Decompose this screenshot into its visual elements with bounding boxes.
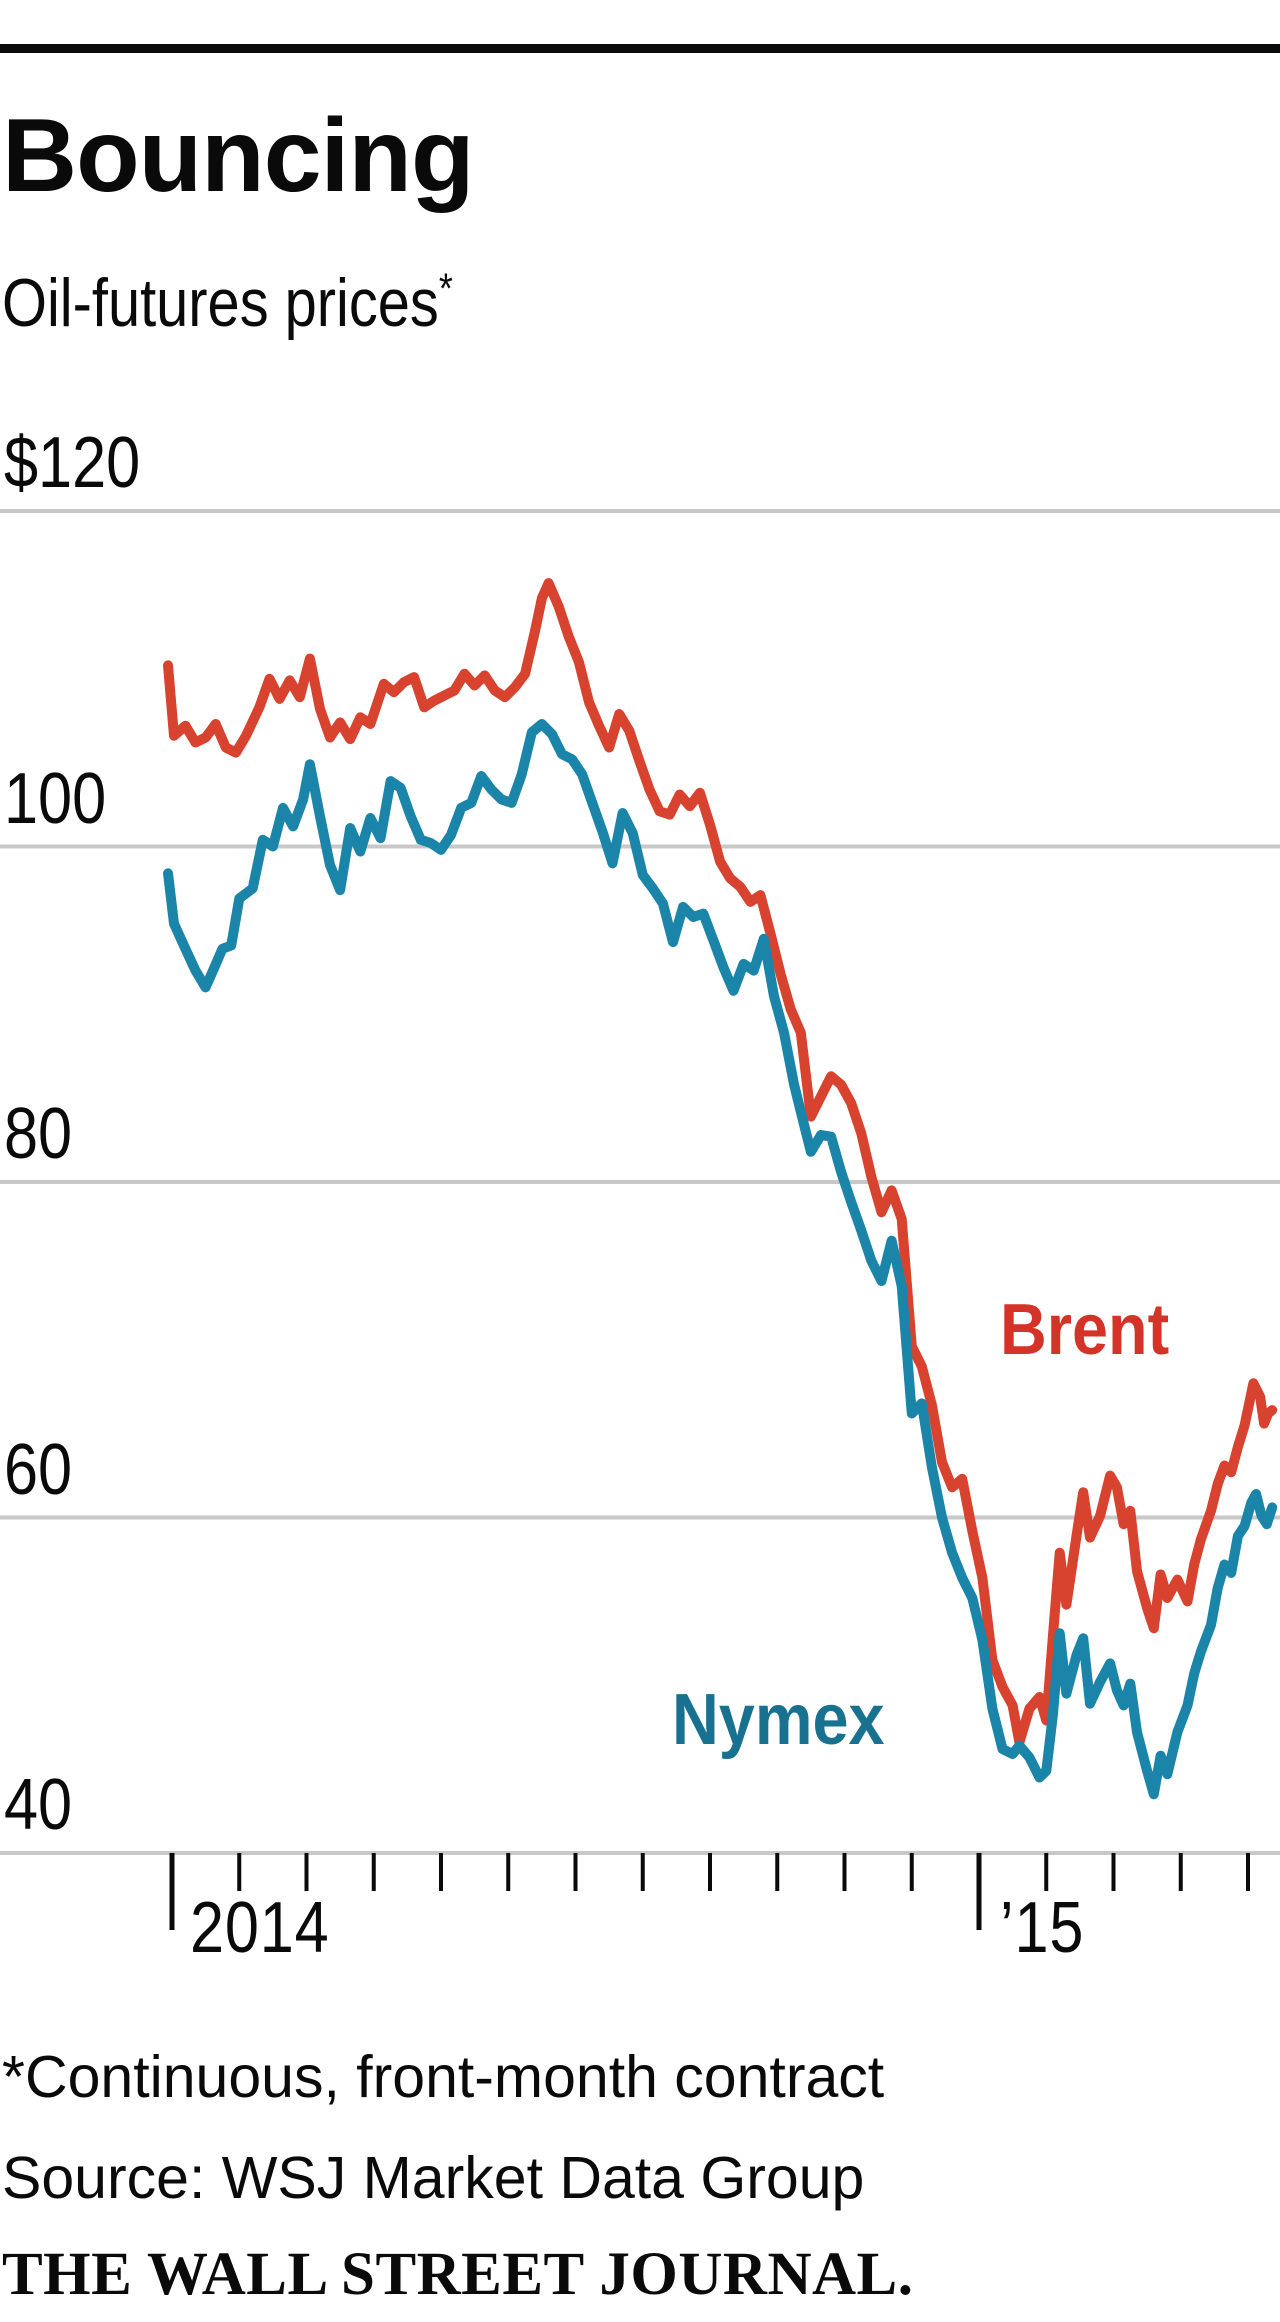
y-axis-label-60: 60	[4, 1429, 73, 1510]
wsj-credit: THE WALL STREET JOURNAL.	[2, 2241, 914, 2308]
footnote: *Continuous, front-month contract	[2, 2044, 885, 2110]
y-axis-label-40: 40	[4, 1765, 73, 1845]
top-rule	[0, 44, 1280, 53]
series-label-brent: Brent	[1000, 1290, 1170, 1370]
y-axis-label-120: $120	[4, 423, 141, 503]
y-axis-label-100: 100	[4, 758, 107, 839]
x-axis-label-15: ’15	[1000, 1888, 1085, 1968]
chart-subtitle: Oil-futures prices*	[2, 265, 453, 337]
series-label-nymex: Nymex	[672, 1680, 885, 1760]
source-line: Source: WSJ Market Data Group	[2, 2145, 865, 2211]
data-line-brent	[163, 578, 1278, 1748]
chart-title: Bouncing	[2, 98, 474, 214]
x-axis-label-2014: 2014	[190, 1888, 330, 1968]
footnote-marker: *	[438, 265, 453, 312]
data-line-nymex	[163, 719, 1278, 1800]
y-axis-label-80: 80	[4, 1094, 73, 1174]
chart-subtitle-text: Oil-futures prices	[2, 265, 439, 342]
